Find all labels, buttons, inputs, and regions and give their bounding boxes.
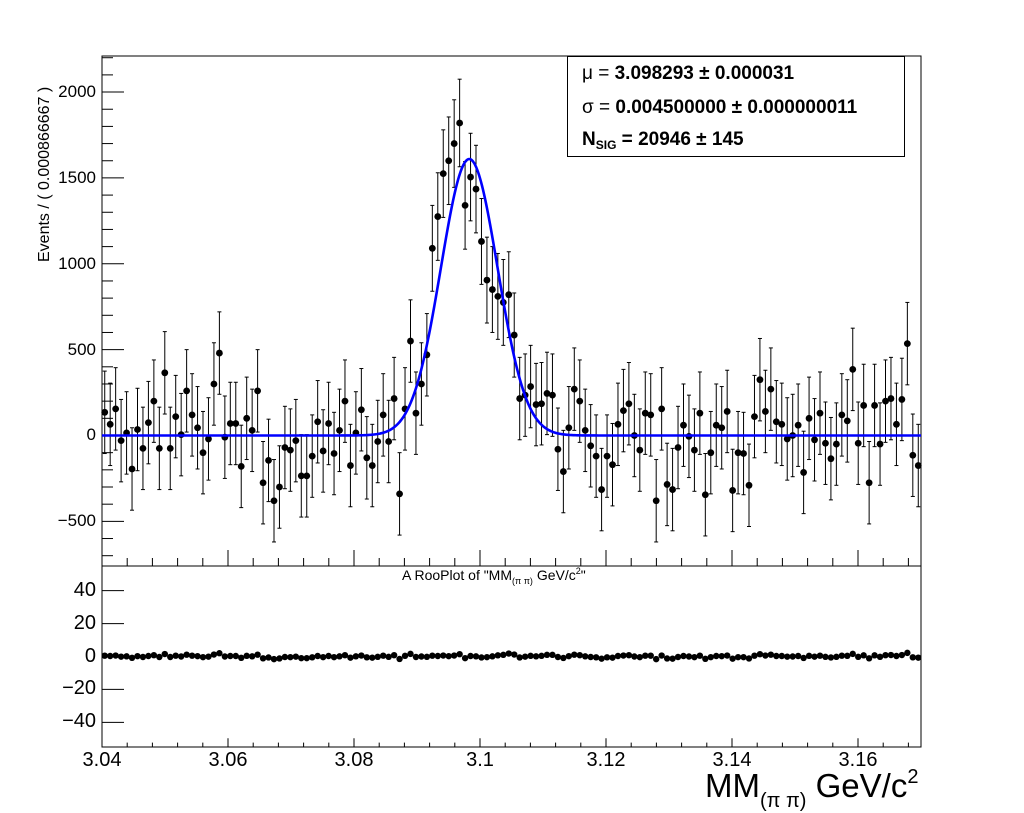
y-tick-label: 0	[86, 425, 96, 445]
stat-sigma-label: σ =	[582, 97, 616, 118]
x-tick-label: 3.16	[838, 749, 878, 771]
x-tick-label: 3.08	[334, 749, 374, 771]
stat-sigma: σ = 0.004500000 ± 0.000000011	[582, 97, 857, 119]
residual-y-tick-label: 20	[73, 611, 96, 634]
stat-nsig-label: N	[582, 129, 596, 150]
stat-mu-label: μ =	[582, 63, 615, 84]
x-axis-title-main: MM	[705, 767, 760, 804]
plot-title-end: "	[580, 567, 586, 583]
stat-nsig-value: 20946 ± 145	[638, 129, 744, 150]
y-tick-label: 1000	[58, 253, 96, 273]
y-tick-label: −500	[57, 511, 96, 531]
x-tick-label: 3.14	[712, 749, 752, 771]
y-tick-label: 2000	[58, 82, 96, 102]
stat-mu: μ = 3.098293 ± 0.000031	[582, 63, 794, 85]
y-tick-label: 1500	[58, 167, 96, 187]
stat-nsig-eq: =	[616, 129, 639, 150]
x-axis-title-sub: (π π)	[759, 790, 807, 812]
x-axis-title-sup: 2	[907, 766, 919, 788]
plot-title-sub: (π π)	[512, 576, 533, 586]
stat-mu-value: 3.098293 ± 0.000031	[614, 63, 795, 84]
stat-nsig-sub: SIG	[595, 138, 617, 152]
x-tick-label: 3.06	[208, 749, 248, 771]
x-axis-title-rest: GeV/c	[806, 767, 908, 804]
x-tick-label: 3.12	[586, 749, 626, 771]
plot-title-rest: GeV/c	[532, 567, 576, 583]
plot-title: A RooPlot of "MM(π π) GeV/c2"	[402, 566, 586, 586]
residual-y-tick-label: −20	[62, 677, 96, 700]
stat-sigma-value: 0.004500000 ± 0.000000011	[615, 97, 858, 118]
fit-stats-box: μ = 3.098293 ± 0.000031 σ = 0.004500000 …	[567, 56, 905, 157]
residual-data-points	[101, 649, 922, 663]
plot-title-sup: 2	[575, 566, 581, 576]
x-tick-label: 3.04	[82, 749, 122, 771]
residual-y-tick-label: −40	[62, 710, 96, 733]
residual-y-tick-label: 0	[84, 644, 96, 667]
plot-title-main: A RooPlot of "MM	[402, 567, 513, 583]
stat-nsig: NSIG = 20946 ± 145	[582, 129, 744, 152]
y-tick-label: 500	[67, 339, 96, 359]
x-tick-label: 3.1	[466, 749, 494, 771]
x-axis-title: MM(π π) GeV/c2	[705, 766, 918, 813]
residual-y-tick-label: 40	[73, 578, 96, 601]
gaussian-fit-curve	[102, 157, 921, 437]
